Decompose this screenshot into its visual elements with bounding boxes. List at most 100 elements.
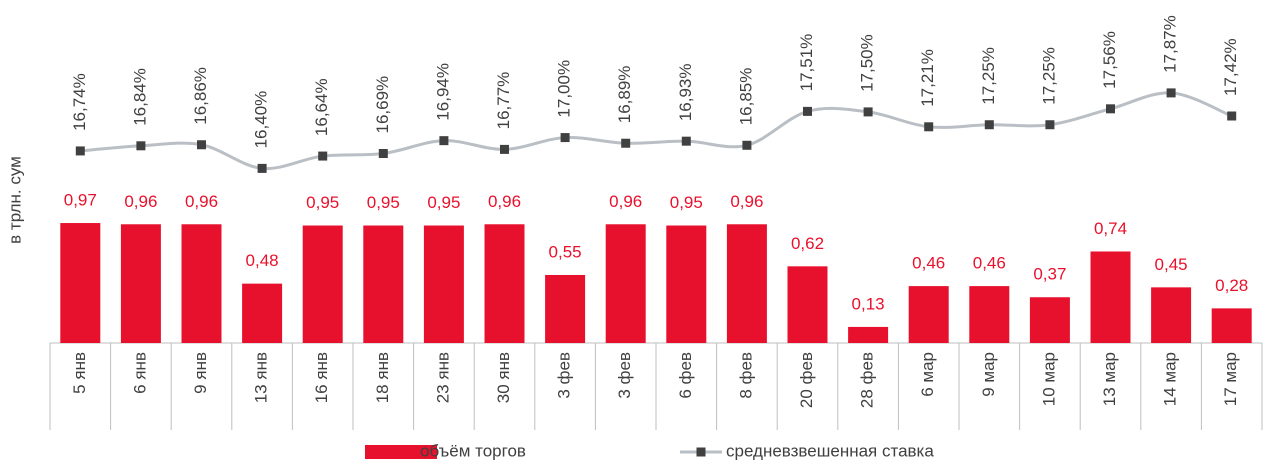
line-value-label: 17,56% <box>1100 31 1119 89</box>
line-marker <box>621 138 631 148</box>
bar <box>969 286 1010 343</box>
bar <box>120 224 161 343</box>
line-value-label: 17,51% <box>797 34 816 92</box>
legend-label: средневзвешенная ставка <box>726 441 934 460</box>
line-marker <box>560 133 570 143</box>
line-marker <box>924 122 934 132</box>
bar-value-label: 0,96 <box>609 192 642 211</box>
y-axis-label: в трлн. сум <box>5 156 24 244</box>
x-tick-label: 9 янв <box>191 352 210 394</box>
line-marker <box>681 136 691 146</box>
x-tick-label: 6 фев <box>676 352 695 399</box>
x-tick-label: 14 мар <box>1161 352 1180 406</box>
line-value-label: 17,21% <box>918 49 937 107</box>
bar-value-label: 0,74 <box>1094 219 1127 238</box>
bar <box>605 224 646 343</box>
x-tick-label: 20 фев <box>797 352 816 408</box>
line-value-label: 17,50% <box>858 34 877 92</box>
line-value-label: 16,94% <box>433 63 452 121</box>
bar <box>60 223 101 343</box>
line-marker <box>1227 111 1237 121</box>
bar-value-label: 0,95 <box>367 193 400 212</box>
x-tick-label: 28 фев <box>858 352 877 408</box>
line-marker <box>803 106 812 116</box>
line-value-label: 16,64% <box>312 78 331 136</box>
x-tick-label: 6 янв <box>130 352 149 394</box>
bar <box>787 266 828 343</box>
line-value-label: 16,77% <box>494 72 513 130</box>
line-marker <box>378 148 388 158</box>
x-tick-label: 30 янв <box>494 352 513 403</box>
line-value-label: 16,69% <box>373 76 392 134</box>
bar-value-label: 0,45 <box>1155 255 1188 274</box>
x-tick-label: 13 янв <box>252 352 271 403</box>
x-tick-label: 18 янв <box>373 352 392 403</box>
bar <box>1211 308 1252 343</box>
bar-value-label: 0,96 <box>124 192 157 211</box>
bar-value-label: 0,95 <box>306 193 339 212</box>
bar <box>848 326 889 343</box>
line-marker <box>257 163 267 173</box>
bar-value-label: 0,96 <box>488 192 521 211</box>
bar <box>302 225 343 343</box>
bar-value-label: 0,37 <box>1033 265 1066 284</box>
legend-marker <box>696 447 706 457</box>
legend-swatch <box>365 445 437 459</box>
line-marker <box>75 146 85 156</box>
bar-value-label: 0,46 <box>912 254 945 273</box>
bar-value-label: 0,95 <box>670 193 703 212</box>
line-marker <box>439 136 449 146</box>
line-marker <box>742 140 752 150</box>
bar <box>666 225 707 343</box>
line-marker <box>136 141 146 151</box>
bar-value-label: 0,62 <box>791 234 824 253</box>
bar-value-label: 0,95 <box>427 193 460 212</box>
bar-value-label: 0,13 <box>852 294 885 313</box>
bar <box>363 225 404 343</box>
x-tick-label: 5 янв <box>70 352 89 394</box>
x-tick-label: 3 фев <box>615 352 634 399</box>
x-tick-label: 17 мар <box>1221 352 1240 406</box>
line-value-label: 17,42% <box>1221 38 1240 96</box>
x-tick-label: 8 фев <box>736 352 755 399</box>
x-tick-label: 16 янв <box>312 352 331 403</box>
line-value-label: 16,85% <box>736 68 755 126</box>
legend-label: объём торгов <box>420 441 526 460</box>
line-value-label: 16,89% <box>615 66 634 124</box>
bar <box>1151 287 1192 343</box>
line-marker <box>197 140 206 150</box>
line-value-label: 16,40% <box>252 91 271 149</box>
bar <box>726 224 767 343</box>
bar-value-label: 0,96 <box>185 192 218 211</box>
x-tick-label: 3 фев <box>555 352 574 399</box>
line-marker <box>1106 104 1115 114</box>
line-marker <box>863 107 873 117</box>
bar <box>1029 297 1070 343</box>
bar <box>242 283 283 343</box>
line-value-label: 16,84% <box>130 68 149 126</box>
bar <box>908 286 949 343</box>
line-value-label: 16,93% <box>676 63 695 121</box>
x-tick-label: 6 мар <box>918 352 937 397</box>
bar <box>423 225 464 343</box>
line-value-label: 17,25% <box>979 47 998 105</box>
line-marker <box>1045 120 1055 130</box>
bar <box>181 224 222 343</box>
bar <box>484 224 525 343</box>
bar-value-label: 0,28 <box>1215 276 1248 295</box>
x-tick-label: 23 янв <box>433 352 452 403</box>
line-marker <box>1166 88 1176 98</box>
line-value-label: 16,74% <box>70 73 89 131</box>
line-value-label: 17,25% <box>1039 47 1058 105</box>
bar <box>545 274 586 343</box>
bar-value-label: 0,97 <box>64 191 97 210</box>
x-tick-label: 13 мар <box>1100 352 1119 406</box>
bar-value-label: 0,48 <box>246 251 279 270</box>
line-marker <box>984 120 994 130</box>
bar <box>1090 251 1131 343</box>
line-marker <box>318 151 328 161</box>
x-tick-label: 9 мар <box>979 352 998 397</box>
x-tick-label: 10 мар <box>1039 352 1058 406</box>
line-value-label: 17,87% <box>1161 15 1180 73</box>
